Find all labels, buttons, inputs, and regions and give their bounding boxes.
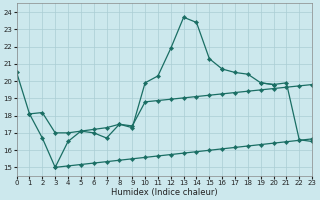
X-axis label: Humidex (Indice chaleur): Humidex (Indice chaleur) bbox=[111, 188, 218, 197]
